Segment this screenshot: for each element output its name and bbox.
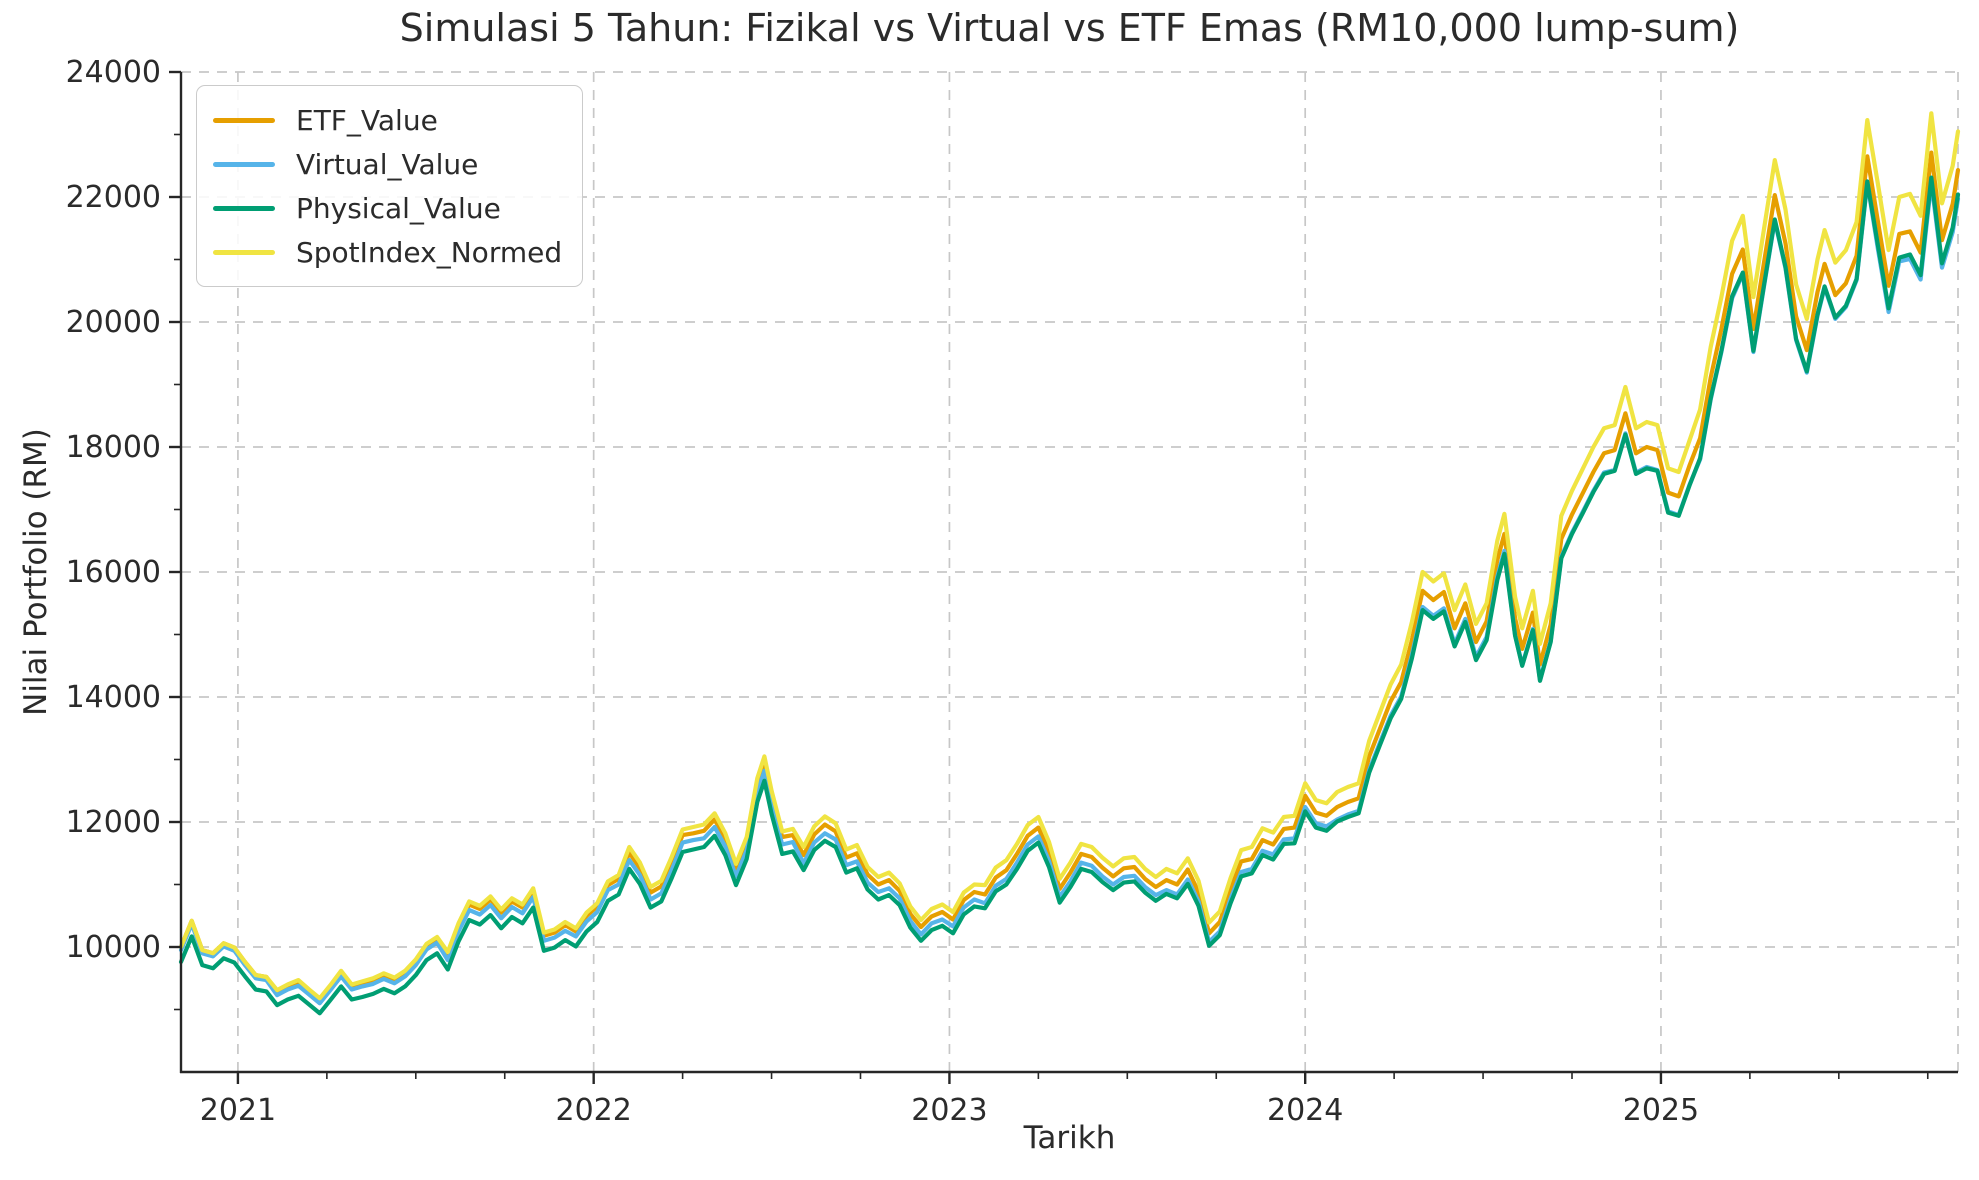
x-tick-label: 2024 <box>1267 1093 1343 1128</box>
y-tick-label: 22000 <box>66 180 161 215</box>
y-tick-label: 10000 <box>66 930 161 965</box>
legend-label-virtual: Virtual_Value <box>296 147 479 181</box>
series-line-ETF_Value <box>178 150 1961 1003</box>
series-line-SpotIndex_Normed <box>178 111 1961 1001</box>
y-tick-label: 16000 <box>66 555 161 590</box>
x-tick-label: 2023 <box>911 1093 987 1128</box>
x-tick-label: 2025 <box>1623 1093 1699 1128</box>
legend-item-etf: ETF_Value <box>213 98 562 142</box>
y-tick-label: 18000 <box>66 430 161 465</box>
legend-label-spotindex: SpotIndex_Normed <box>296 235 563 269</box>
legend-line-spotindex-swatch <box>213 249 275 255</box>
legend-line-virtual-swatch <box>213 161 275 167</box>
legend: ETF_Value Virtual_Value Physical_Value S… <box>196 85 584 287</box>
legend-line-physical-swatch <box>213 205 275 211</box>
x-tick-label: 2021 <box>200 1093 276 1128</box>
series-line-Virtual_Value <box>178 179 1961 1006</box>
legend-item-physical: Physical_Value <box>213 186 562 230</box>
legend-item-spotindex: SpotIndex_Normed <box>213 230 562 274</box>
x-tick-label: 2022 <box>555 1093 631 1128</box>
legend-label-physical: Physical_Value <box>296 191 501 225</box>
legend-label-etf: ETF_Value <box>296 103 438 137</box>
y-tick-label: 20000 <box>66 305 161 340</box>
series-line-Physical_Value <box>178 175 1961 1016</box>
chart-title: Simulasi 5 Tahun: Fizikal vs Virtual vs … <box>399 6 1740 50</box>
legend-line-etf-swatch <box>213 117 275 123</box>
y-tick-label: 24000 <box>66 55 161 90</box>
legend-item-virtual: Virtual_Value <box>213 142 562 186</box>
y-tick-label: 14000 <box>66 680 161 715</box>
x-axis-label: Tarikh <box>1023 1120 1116 1156</box>
y-tick-label: 12000 <box>66 805 161 840</box>
